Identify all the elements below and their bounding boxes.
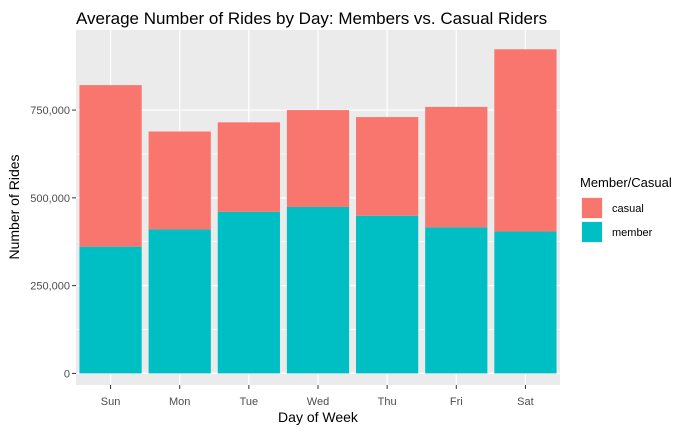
y-tick-label: 250,000 [30, 281, 70, 293]
y-axis-title: Number of Rides [6, 154, 22, 259]
x-tick-label: Fri [450, 396, 463, 408]
bar-member-sat [494, 231, 557, 374]
bar-casual-mon [148, 131, 211, 230]
bar-casual-sat [494, 49, 557, 232]
x-tick-label: Sun [101, 396, 121, 408]
x-tick-label: Tue [240, 396, 259, 408]
bar-casual-tue [217, 122, 280, 212]
x-tick-label: Sat [517, 396, 534, 408]
chart-title: Average Number of Rides by Day: Members … [76, 9, 547, 28]
bars [79, 49, 557, 374]
bar-member-tue [217, 211, 280, 374]
y-tick-label: 0 [64, 368, 70, 380]
bar-casual-wed [286, 110, 350, 207]
y-tick-label: 500,000 [30, 193, 70, 205]
bar-member-sun [79, 246, 142, 374]
y-axis: 0 250,000 500,000 750,000 [30, 105, 76, 380]
bar-member-wed [286, 206, 350, 374]
legend: Member/Casual casual member [580, 175, 672, 243]
x-tick-label: Mon [169, 396, 190, 408]
x-axis: Sun Mon Tue Wed Thu Fri Sat [101, 385, 534, 408]
bar-casual-fri [425, 106, 488, 228]
x-tick-label: Wed [307, 396, 329, 408]
legend-swatch-member [582, 222, 602, 242]
y-tick-label: 750,000 [30, 105, 70, 117]
legend-title: Member/Casual [580, 175, 672, 190]
bar-casual-sun [79, 85, 142, 247]
x-tick-label: Thu [378, 396, 397, 408]
bar-casual-thu [356, 117, 419, 216]
bar-member-fri [425, 227, 488, 374]
bar-member-thu [356, 215, 419, 374]
bar-member-mon [148, 229, 211, 374]
legend-swatch-casual [582, 198, 602, 218]
legend-label-member: member [612, 227, 653, 239]
x-axis-title: Day of Week [278, 409, 359, 425]
legend-label-casual: casual [612, 203, 644, 215]
